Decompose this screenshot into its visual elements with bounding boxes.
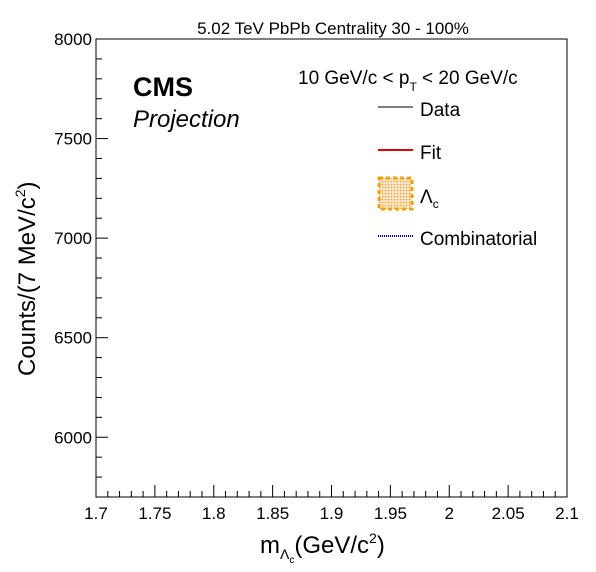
legend-signal-label: Λc: [420, 187, 439, 211]
y-axis-title: Counts/(7 MeV/c2): [12, 181, 41, 376]
experiment-label: CMS: [133, 72, 193, 102]
x-tick-label: 2.05: [492, 504, 525, 523]
x-tick-label: 1.75: [138, 504, 171, 523]
legend-data-label: Data: [420, 100, 461, 121]
x-tick-label: 1.95: [374, 504, 407, 523]
status-label: Projection: [133, 106, 240, 133]
axis-ticks: 1.7 1.75 1.8 1.85 1.9 1.95 2 2.05 2.1 6000 6500 700…: [54, 30, 579, 523]
legend-combinatorial-label: Combinatorial: [420, 229, 537, 250]
chart-title: 5.02 TeV PbPb Centrality 30 - 100%: [197, 19, 469, 38]
y-tick-label: 6000: [54, 428, 92, 447]
x-tick-label: 1.7: [84, 504, 108, 523]
y-tick-label: 6500: [54, 329, 92, 348]
x-tick-label: 1.8: [202, 504, 226, 523]
legend-fit-label: Fit: [420, 143, 442, 164]
y-tick-label: 7500: [54, 130, 92, 149]
x-tick-label: 2.1: [555, 504, 579, 523]
pt-range-label: 10 GeV/c < pT < 20 GeV/c: [298, 68, 518, 94]
y-tick-label: 7000: [54, 229, 92, 248]
x-tick-label: 2: [445, 504, 454, 523]
x-tick-label: 1.85: [256, 504, 289, 523]
y-tick-label: 8000: [54, 30, 92, 49]
legend: Data Fit Λc Combinatorial: [377, 100, 537, 250]
x-axis-title: mΛc(GeV/c2): [260, 530, 385, 566]
x-tick-label: 1.9: [320, 504, 344, 523]
legend-signal-box: [377, 176, 414, 211]
